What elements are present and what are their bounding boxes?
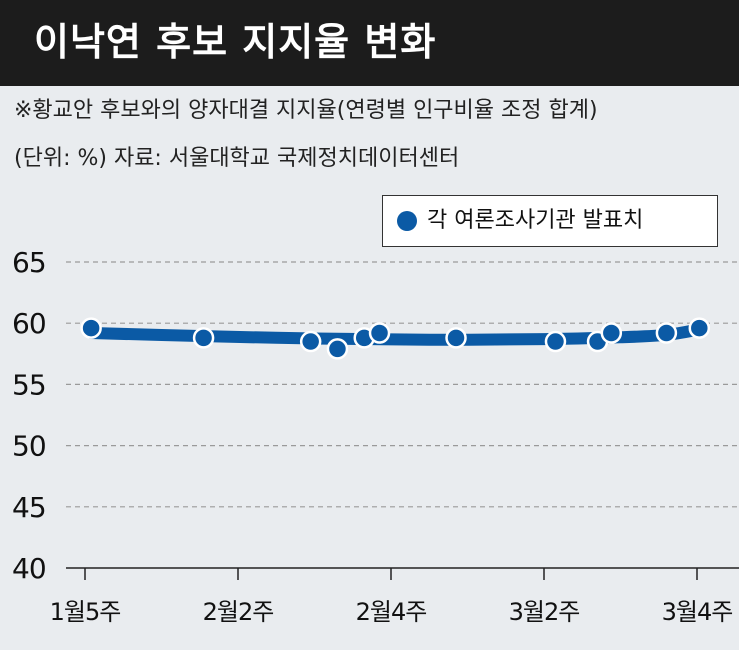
data-point [80,317,102,339]
chart-note-description: ※황교안 후보와의 양자대결 지지율(연령별 인구비율 조정 합계) [14,98,598,123]
y-tick-label: 55 [12,368,46,401]
legend: 각 여론조사기관 발표치 [382,195,718,247]
y-tick-label: 40 [12,552,46,585]
title-bar: 이낙연 후보 지지율 변화 [0,0,739,86]
y-tick-label: 45 [12,491,46,524]
legend-label: 각 여론조사기관 발표치 [427,208,644,233]
x-tick-label: 3월2주 [509,598,580,626]
data-point [655,322,678,344]
data-point [544,330,567,353]
chart-note-source: (단위: %) 자료: 서울대학교 국제정치데이터센터 [14,146,460,171]
y-tick-label: 50 [12,430,46,463]
data-point [326,338,349,360]
data-point [192,327,215,349]
data-point [445,327,467,349]
x-tick-label: 2월2주 [203,598,274,626]
legend-marker [397,211,417,231]
data-point [299,330,322,353]
x-tick-label: 3월4주 [662,598,733,626]
x-tick-label: 1월5주 [50,598,121,626]
data-point [368,322,391,344]
y-tick-label: 65 [12,246,46,279]
y-tick-label: 60 [12,307,46,340]
data-point [600,322,623,344]
chart-title: 이낙연 후보 지지율 변화 [34,20,437,64]
data-point [688,317,711,339]
x-tick-label: 2월4주 [356,598,427,626]
